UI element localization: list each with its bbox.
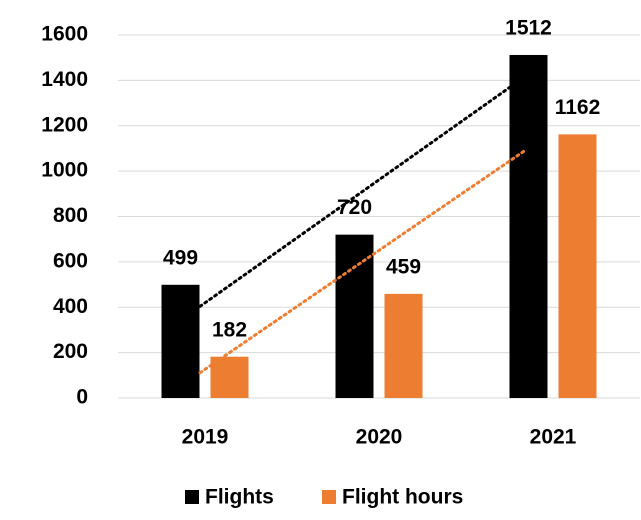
bar (161, 284, 200, 398)
legend-swatch (322, 490, 336, 504)
legend-label: Flight hours (342, 486, 463, 509)
x-tick-label: 2019 (182, 426, 229, 449)
bar (384, 293, 423, 398)
x-tick-label: 2021 (530, 426, 577, 449)
y-tick-label: 1600 (41, 23, 88, 46)
data-label: 499 (163, 246, 198, 269)
bar (335, 234, 374, 398)
y-tick-label: 800 (53, 204, 88, 227)
y-tick-label: 1200 (41, 113, 88, 136)
y-tick-label: 1000 (41, 159, 88, 182)
y-tick-label: 600 (53, 249, 88, 272)
data-label: 1512 (505, 17, 552, 40)
x-tick-label: 2020 (356, 426, 403, 449)
y-tick-label: 400 (53, 295, 88, 318)
bar (210, 356, 249, 398)
trendline (198, 148, 527, 375)
bar (509, 54, 548, 399)
y-tick-label: 200 (53, 340, 88, 363)
y-tick-label: 0 (76, 386, 88, 409)
data-label: 459 (386, 255, 421, 278)
data-label: 1162 (555, 96, 601, 119)
bar (558, 134, 597, 398)
legend-label: Flights (205, 486, 274, 509)
data-label: 182 (212, 318, 247, 341)
data-label: 720 (337, 196, 372, 219)
y-tick-label: 1400 (41, 68, 88, 91)
trendline (198, 75, 527, 308)
legend-swatch (185, 490, 199, 504)
